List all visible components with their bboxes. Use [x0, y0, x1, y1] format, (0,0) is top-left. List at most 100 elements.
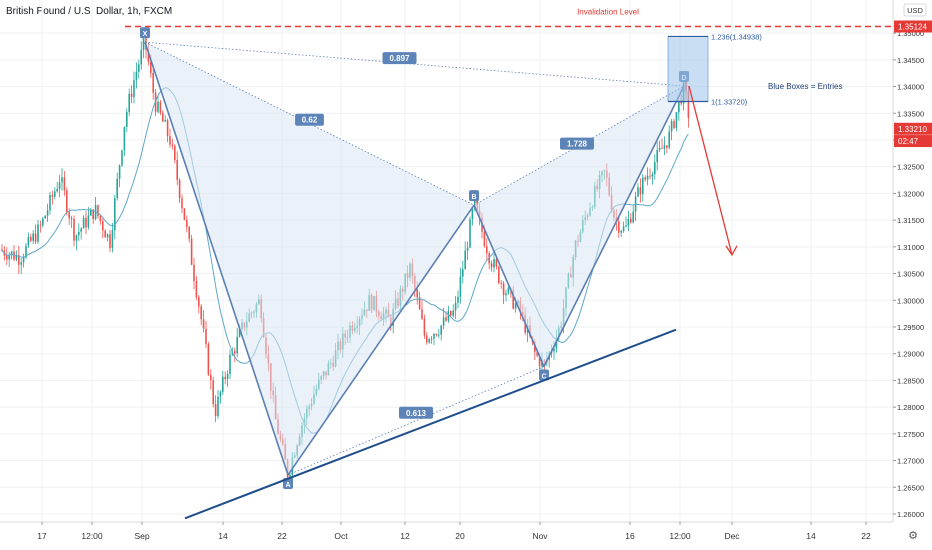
candle-body	[15, 255, 18, 260]
candle-body	[114, 198, 116, 231]
time-tick-label: 14	[218, 531, 228, 541]
candle-body	[118, 165, 121, 179]
currency-badge-label: USD	[907, 6, 923, 15]
price-tick-label: 1.30000	[897, 296, 924, 305]
candle-body	[176, 159, 178, 180]
candle-body	[54, 191, 56, 197]
candle-body	[159, 101, 162, 114]
time-tick-label: 22	[277, 531, 287, 541]
candle-body	[68, 212, 70, 219]
candle-body	[490, 263, 493, 268]
candle-body	[649, 175, 651, 177]
candle-body	[229, 354, 231, 375]
price-axis[interactable]: 1.26000 1.26500 1.27000 1.27500 1.28000 1.285…	[892, 0, 932, 550]
candle-body	[656, 149, 658, 163]
candle-body	[502, 283, 505, 296]
candle-body	[44, 215, 46, 219]
candle-body	[442, 317, 445, 326]
candle-body	[620, 231, 622, 233]
ratio-label: 0.897	[389, 54, 410, 63]
pattern-leg-ab	[287, 204, 475, 476]
candle-body	[188, 226, 190, 239]
level-1-label: 1(1.33720)	[711, 98, 748, 107]
candle-body	[27, 236, 30, 246]
candle-body	[8, 254, 10, 260]
candle-body	[661, 147, 663, 149]
candle-body	[51, 194, 54, 197]
candle-body	[459, 276, 462, 297]
invalidation-label: Invalidation Level	[577, 8, 639, 17]
candle-body	[675, 112, 678, 129]
candle-body	[447, 310, 450, 321]
time-tick-label: 12	[400, 531, 410, 541]
candle-body	[637, 187, 639, 197]
projection-arrow-head	[725, 245, 738, 257]
candle-body	[462, 269, 464, 277]
candle-body	[109, 234, 111, 249]
candle-body	[483, 231, 486, 247]
entry-box	[667, 36, 709, 102]
candle-body	[488, 253, 490, 264]
candle-body	[169, 135, 171, 145]
ratio-label-bg	[399, 406, 433, 419]
candle-body	[200, 306, 202, 320]
candle-body	[128, 93, 130, 112]
candle-body	[123, 126, 126, 151]
candle-body	[421, 309, 423, 319]
pattern-triangle-xab	[145, 42, 474, 475]
candle-body	[25, 245, 27, 258]
candle-body	[80, 228, 82, 232]
time-tick-label: 17	[37, 531, 47, 541]
candle-body	[20, 262, 22, 265]
candle-body	[651, 174, 654, 177]
pattern-point-badge	[469, 190, 479, 202]
candle-body	[104, 230, 106, 238]
candle-body	[454, 302, 457, 311]
candle-body	[663, 145, 666, 149]
candle-body	[433, 333, 435, 339]
candle-body	[116, 178, 118, 199]
blue-boxes-note: Blue Boxes = Entries	[768, 82, 842, 91]
pattern-point-label: B	[471, 194, 476, 201]
candle-body	[126, 111, 128, 127]
candle-body	[32, 233, 34, 241]
candle-body	[183, 208, 186, 220]
candle-body	[464, 250, 466, 270]
ratio-line-ac	[287, 366, 545, 476]
candle-body	[416, 289, 418, 298]
pattern-point-label: X	[143, 31, 148, 38]
candle-body	[138, 64, 140, 72]
candle-body	[435, 333, 438, 336]
candle-body	[289, 474, 291, 478]
candle-body	[140, 50, 142, 65]
time-tick-label: 22	[861, 531, 871, 541]
ratio-line-xb	[144, 41, 475, 206]
candle-body	[466, 247, 469, 251]
pattern-point-badge	[140, 27, 150, 39]
time-axis-bg	[0, 522, 932, 550]
candle-body	[205, 328, 207, 344]
candle-body	[450, 310, 452, 316]
pattern-point-badge	[283, 477, 293, 489]
candle-body	[87, 215, 90, 228]
settings-gear-icon[interactable]: ⚙	[908, 529, 918, 542]
candle-body	[58, 182, 61, 189]
time-tick-label: Nov	[532, 531, 548, 541]
price-tick-label: 1.33500	[897, 109, 924, 118]
candle-body	[666, 145, 668, 148]
projection-arrow-line	[688, 85, 733, 256]
candle-body	[61, 177, 63, 183]
candle-body	[174, 145, 176, 160]
price-tick-label: 1.29500	[897, 323, 924, 332]
candle-body	[514, 303, 517, 309]
candle-body	[6, 255, 8, 260]
price-tick-label: 1.28000	[897, 403, 924, 412]
support-trendline	[184, 328, 677, 520]
candle-body	[135, 71, 138, 81]
candle-body	[234, 351, 236, 354]
candle-body	[106, 234, 109, 238]
time-axis[interactable]: 17 12:00 Sep 14 22 Oct 12 20 Nov 16 12:00 Dec 14 22 ⚙	[0, 521, 932, 550]
price-tick-label: 1.29000	[897, 350, 924, 359]
candle-body	[147, 49, 150, 62]
